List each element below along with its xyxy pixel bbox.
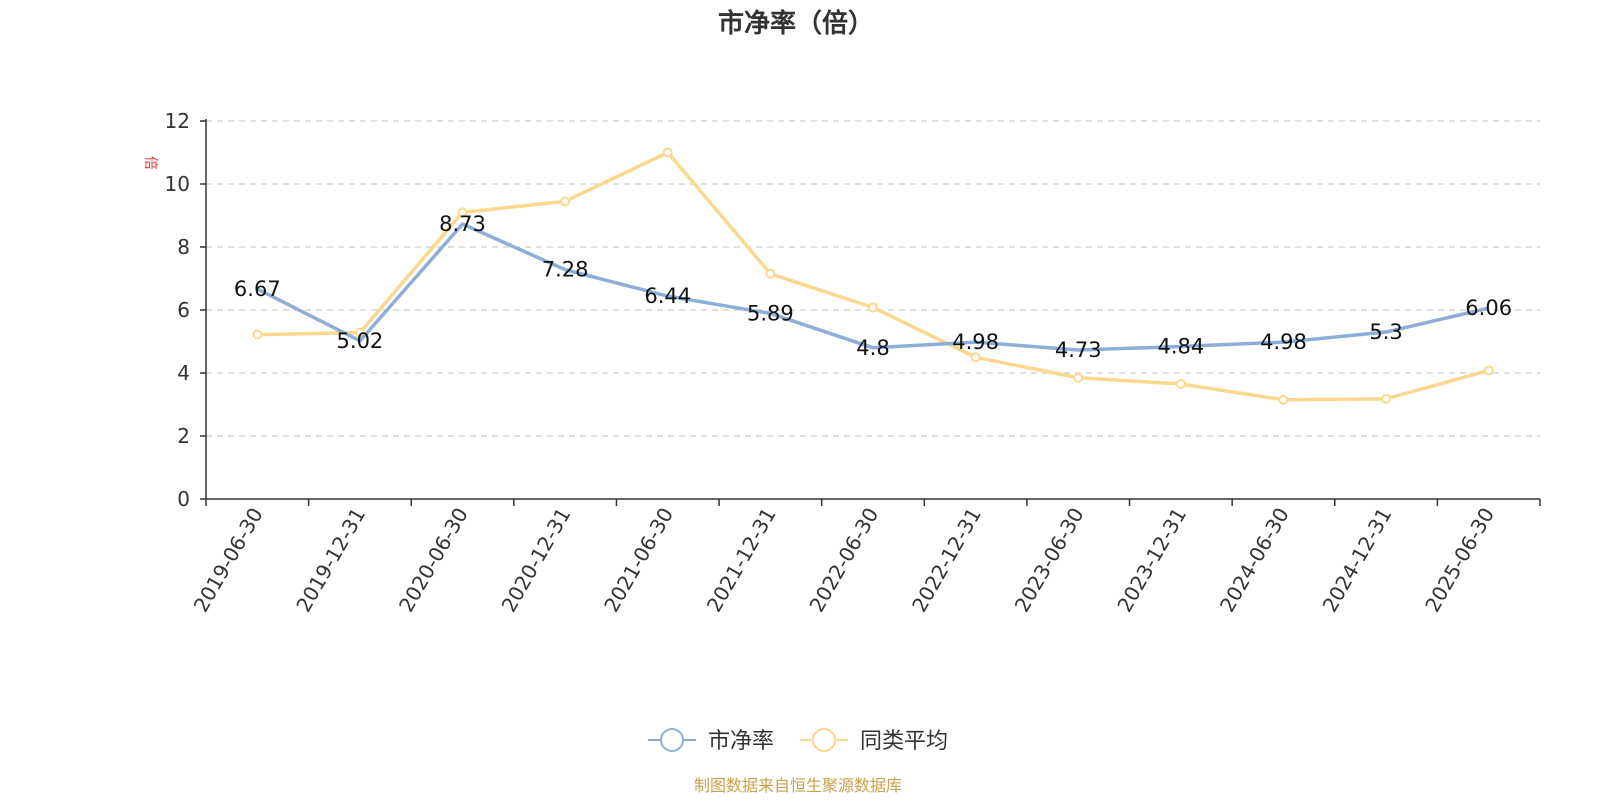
y-tick-label: 4 bbox=[177, 361, 190, 385]
data-label: 4.98 bbox=[952, 330, 999, 354]
peer-avg-point bbox=[1381, 393, 1392, 404]
legend-marker-1 bbox=[812, 728, 836, 752]
peer-avg-point bbox=[1175, 379, 1186, 390]
axes: 0 2 4 6 8 10 12 2019-06-30 2019-12-31 2020-06-30 2… bbox=[165, 109, 1541, 617]
peer-avg-point bbox=[560, 196, 571, 207]
peer-avg-point bbox=[1278, 394, 1289, 405]
data-label: 5.3 bbox=[1369, 320, 1402, 344]
x-tick-label: 2025-06-30 bbox=[1420, 504, 1499, 617]
x-tick-label: 2019-12-31 bbox=[291, 504, 370, 617]
data-label: 6.67 bbox=[234, 277, 281, 301]
series-line-peer-avg bbox=[257, 150, 1490, 402]
x-tick-label: 2021-12-31 bbox=[702, 504, 781, 617]
peer-avg-point bbox=[970, 352, 981, 363]
peer-avg-point bbox=[868, 302, 878, 313]
data-label: 8.73 bbox=[439, 212, 486, 236]
legend-label-1: 同类平均 bbox=[860, 729, 948, 754]
data-label: 4.8 bbox=[856, 336, 889, 360]
peer-avg-point bbox=[1483, 365, 1494, 376]
y-axis-label: 倍 bbox=[142, 156, 158, 170]
source-note: 制图数据来自恒生聚源数据库 bbox=[694, 776, 902, 795]
data-label: 7.28 bbox=[542, 258, 589, 282]
x-tick-label: 2023-12-31 bbox=[1112, 504, 1191, 617]
data-label: 6.06 bbox=[1465, 296, 1512, 320]
data-label: 6.44 bbox=[644, 284, 691, 308]
peer-avg-point bbox=[252, 329, 263, 340]
series-layer bbox=[252, 147, 1494, 405]
legend: 市净率 同类平均 bbox=[648, 728, 948, 754]
x-tick-label: 2022-06-30 bbox=[804, 504, 883, 617]
y-tick-label: 0 bbox=[177, 487, 190, 511]
grid-lines bbox=[206, 120, 1540, 437]
chart-title: 市净率（倍） bbox=[718, 8, 874, 39]
data-label: 5.02 bbox=[337, 329, 384, 353]
peer-avg-point bbox=[457, 207, 468, 218]
data-label: 5.89 bbox=[747, 301, 794, 325]
data-label: 4.84 bbox=[1157, 335, 1204, 359]
peer-avg-point bbox=[354, 327, 365, 338]
x-tick-label: 2019-06-30 bbox=[189, 504, 268, 617]
peer-avg-point bbox=[765, 268, 776, 279]
x-tick-label: 2023-06-30 bbox=[1010, 504, 1089, 617]
x-tick-label: 2022-12-31 bbox=[907, 504, 986, 617]
y-tick-label: 8 bbox=[177, 235, 190, 259]
x-tick-label: 2024-12-31 bbox=[1318, 504, 1397, 617]
legend-marker-0 bbox=[660, 728, 684, 752]
series-line-pb bbox=[256, 222, 1490, 352]
y-tick-label: 2 bbox=[177, 424, 190, 448]
x-tick-label: 2021-06-30 bbox=[599, 504, 678, 617]
y-tick-label: 10 bbox=[165, 172, 190, 196]
legend-label-0: 市净率 bbox=[708, 729, 774, 754]
x-tick-label: 2020-12-31 bbox=[497, 504, 576, 617]
data-label: 4.73 bbox=[1055, 338, 1102, 362]
peer-avg-point bbox=[1073, 372, 1084, 383]
data-labels: 6.67 5.02 8.73 7.28 6.44 5.89 4.8 4.98 4.73 4.84 4… bbox=[234, 212, 1512, 362]
x-tick-label: 2024-06-30 bbox=[1215, 504, 1294, 617]
data-label: 4.98 bbox=[1260, 330, 1307, 354]
x-tick-label: 2020-06-30 bbox=[394, 504, 473, 617]
peer-avg-point bbox=[662, 147, 673, 158]
y-tick-label: 12 bbox=[165, 109, 190, 133]
y-tick-label: 6 bbox=[177, 298, 190, 322]
